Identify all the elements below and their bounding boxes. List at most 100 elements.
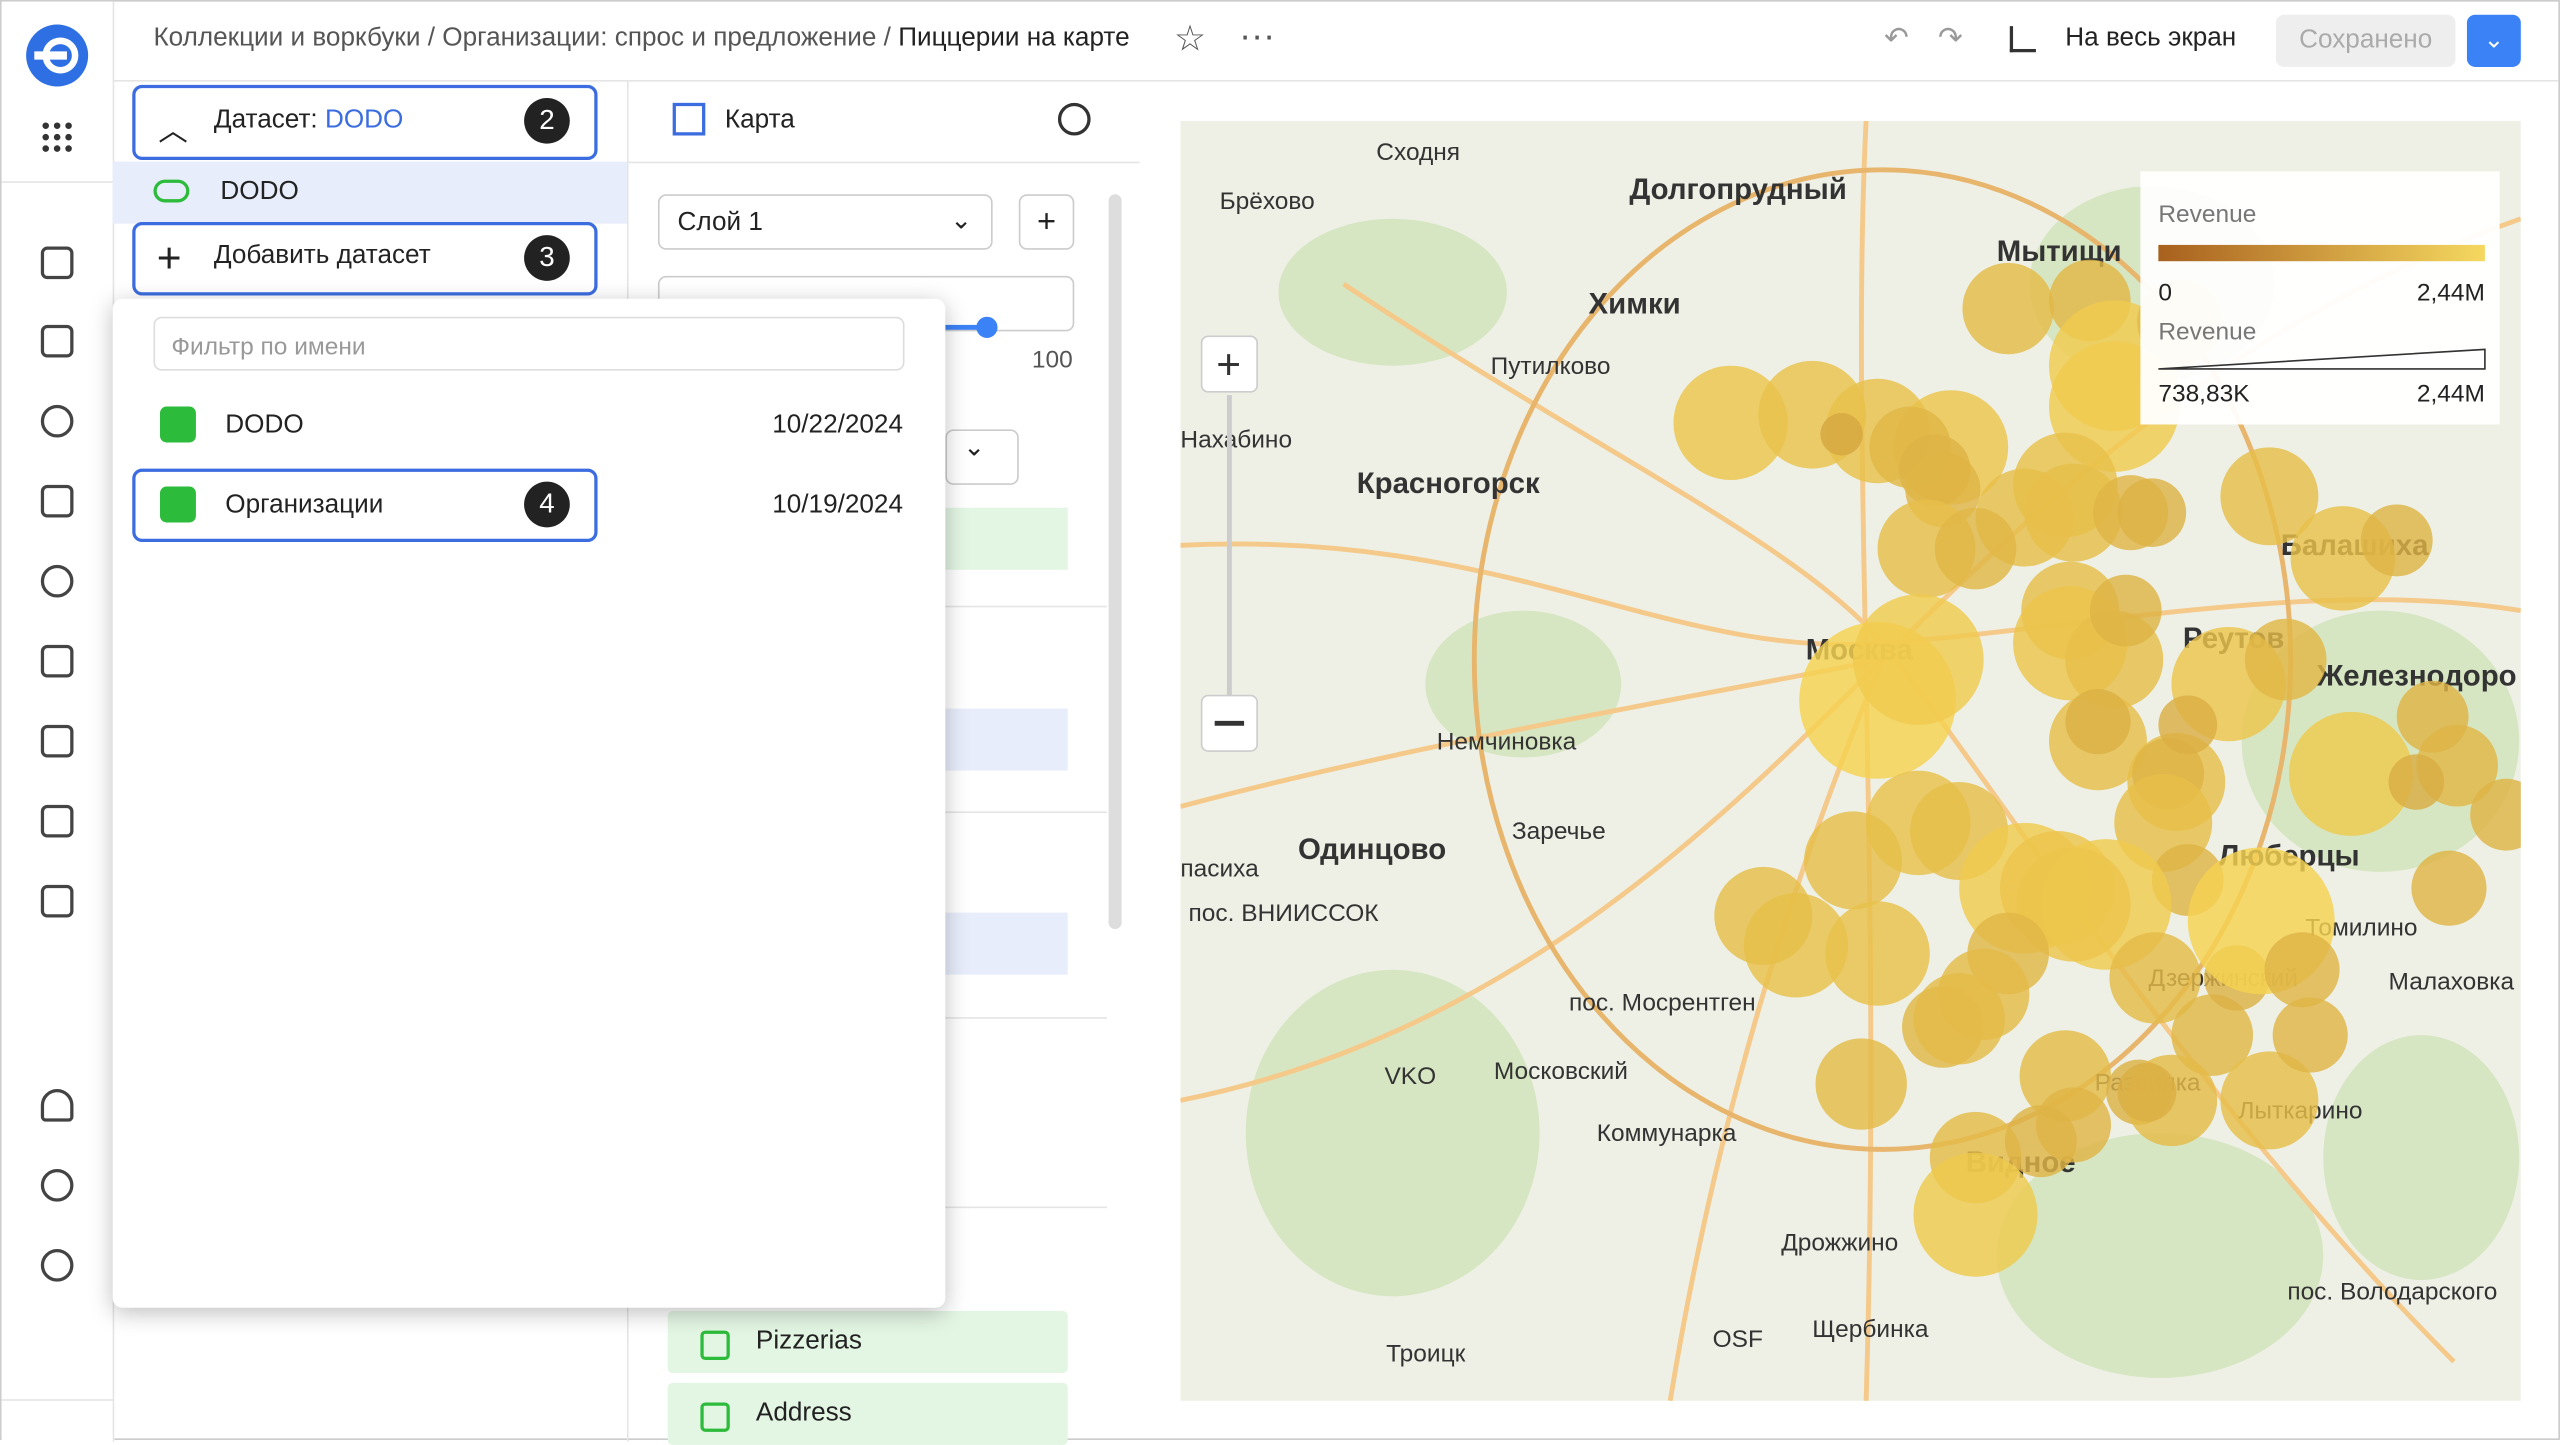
legend-text: 738,83K [2158, 381, 2250, 408]
save-button[interactable]: Сохранено [2275, 14, 2456, 67]
bubble [2272, 997, 2348, 1073]
dataset-name: DODO [324, 106, 404, 134]
add-layer[interactable]: + [1018, 194, 1075, 250]
notifications-icon[interactable] [40, 1088, 74, 1122]
bubble [1937, 948, 2030, 1040]
dataset-icon [153, 179, 190, 203]
legend-bg [2140, 171, 2500, 425]
layer-select[interactable] [657, 194, 993, 250]
visual-type[interactable]: Карта [724, 106, 795, 134]
map-label: Химки [1589, 287, 1681, 320]
nav-icon[interactable] [40, 644, 74, 678]
settings-icon[interactable] [40, 1248, 74, 1282]
nav-icon[interactable] [40, 246, 74, 280]
bubble [2065, 688, 2131, 755]
step-badge: 2 [524, 97, 570, 144]
bubble [2220, 1051, 2319, 1150]
dataset-option[interactable]: Организации [225, 491, 384, 520]
bubble [1913, 1152, 2038, 1277]
forest [1245, 969, 1540, 1297]
visual-panel: Карта Слой 1 ⌄ + 100 ⌄ [626, 80, 1140, 1442]
nav-icon[interactable] [40, 884, 74, 918]
header: Коллекции и воркбуки / Организации: спро… [112, 2, 2559, 82]
field-chip[interactable]: Pizzerias [667, 1311, 1068, 1374]
breadcrumb[interactable]: Организации: спрос и предложение [442, 24, 877, 53]
field-name: Pizzerias [755, 1327, 862, 1356]
apps-icon[interactable] [41, 121, 74, 154]
dataset-dropdown: Фильтр по имени DODO 10/22/2024 Организа… [112, 298, 946, 1308]
bubble [2396, 680, 2469, 753]
map-label: Троицк [1386, 1341, 1465, 1368]
bubble [2117, 478, 2187, 547]
favorite-icon[interactable]: ☆ [1173, 17, 1207, 59]
settings-icon[interactable] [1057, 102, 1091, 136]
map-label: Немчиновка [1437, 728, 1577, 755]
layer-name: Слой 1 [677, 208, 763, 237]
color-scale [2158, 244, 2485, 262]
separator: / [427, 24, 435, 53]
bubble [1825, 901, 1930, 1006]
dataset-label: Датасет: [213, 106, 318, 134]
field-slot [945, 708, 1068, 771]
redo[interactable]: ↷ [1937, 21, 1963, 54]
map-label: пос. Мосрентген [1569, 990, 1756, 1017]
nav-icon[interactable] [40, 564, 74, 598]
step-badge: 4 [524, 481, 570, 528]
map-label: VKO [1384, 1063, 1436, 1090]
field-name: Address [755, 1399, 852, 1427]
bubble [2024, 463, 2123, 562]
more-icon[interactable]: ··· [1239, 14, 1276, 56]
nav-icon[interactable] [40, 804, 74, 838]
logo[interactable] [24, 23, 89, 88]
bubble [2411, 850, 2487, 926]
map-label: Нахабино [1180, 426, 1292, 453]
map-label: Путилково [1491, 353, 1611, 380]
nav-icon[interactable] [40, 324, 74, 358]
dataset-header[interactable]: Датасет: DODO [214, 106, 403, 135]
divider [1, 181, 113, 196]
map-label: Московский [1494, 1058, 1628, 1085]
fullscreen-button[interactable]: На весь экран [2065, 24, 2237, 53]
field-chip[interactable]: Address [667, 1382, 1068, 1445]
legend-text: 2,44M [2417, 381, 2485, 408]
undo[interactable]: ↶ [1884, 21, 1909, 54]
search-input[interactable]: Фильтр по имени [153, 316, 905, 371]
legend-text: Revenue [2158, 201, 2256, 228]
dataset-date: 10/22/2024 [772, 411, 903, 440]
bubble [2117, 1062, 2177, 1122]
bubble [2158, 695, 2218, 755]
save-menu[interactable]: ⌄ [2466, 14, 2521, 67]
scrollbar[interactable] [1108, 194, 1122, 929]
divider [626, 161, 1140, 164]
slider-max: 100 [1031, 346, 1073, 374]
bubble [2388, 754, 2445, 810]
datasets-panel: ︿ Датасет: DODO 2 DODO + Добавить датасе… [112, 79, 629, 1442]
collapse-icon[interactable]: ︿ [158, 114, 188, 147]
add-dataset[interactable]: Добавить датасет [213, 241, 431, 270]
bubble [1714, 866, 1813, 965]
map-label: пос. ВНИИССОК [1189, 900, 1380, 927]
legend-text: Revenue [2158, 319, 2256, 346]
select[interactable]: ⌄ [945, 429, 1019, 485]
dataset-date: 10/19/2024 [772, 491, 903, 520]
dataset-option[interactable]: DODO [225, 411, 304, 440]
map-label: Малаховка [2389, 968, 2515, 995]
legend: Revenue 0 2,44M Revenue 738,83K 2,44M [2140, 171, 2500, 425]
chevron: ⌄ [950, 207, 973, 236]
nav-icon[interactable] [40, 404, 74, 438]
breadcrumb[interactable]: Коллекции и воркбуки [153, 24, 421, 53]
separator: / [883, 24, 891, 53]
bubble [2288, 711, 2414, 836]
slider-track [945, 324, 987, 330]
nav-icon[interactable] [40, 484, 74, 518]
slider-thumb[interactable] [976, 316, 998, 338]
bubble [2470, 778, 2521, 851]
bubble [1673, 365, 1788, 480]
nav-icon[interactable] [40, 724, 74, 758]
dataset-item[interactable]: DODO [220, 177, 299, 206]
legend-text: 0 [2158, 279, 2172, 306]
forest [2323, 1035, 2520, 1280]
help-icon[interactable] [40, 1168, 74, 1202]
